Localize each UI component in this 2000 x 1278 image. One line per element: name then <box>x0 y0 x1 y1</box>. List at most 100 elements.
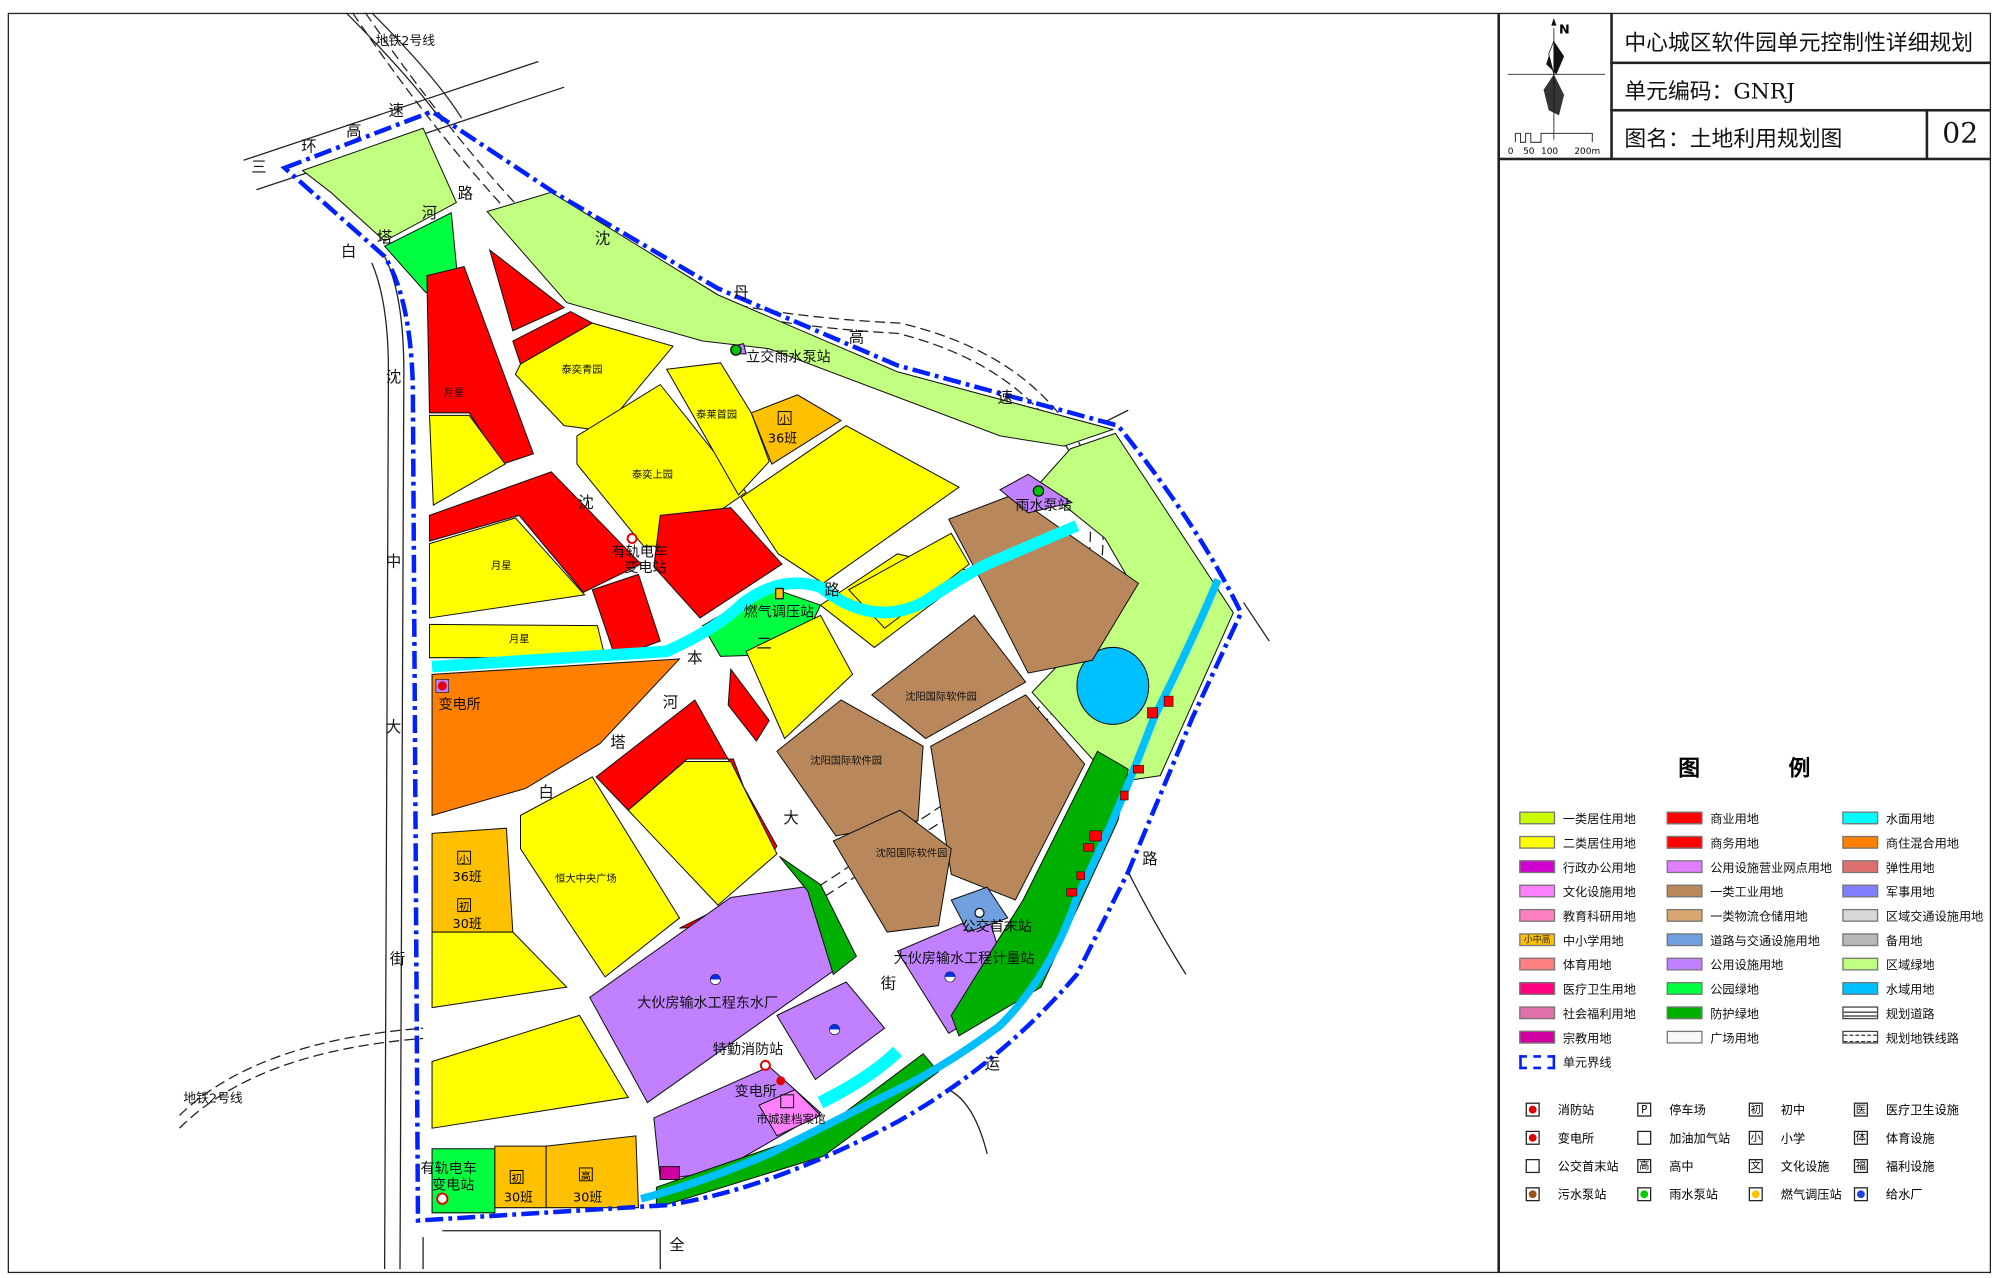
legend-item: 体育用地 <box>1519 955 1612 974</box>
sewage-pump-icon <box>1525 1186 1540 1201</box>
legend-swatch <box>1842 982 1879 995</box>
unit-boundary <box>280 109 1244 1223</box>
facility-label: 变电站 <box>432 1178 474 1194</box>
legend-swatch <box>1842 884 1879 898</box>
facility-label: 有轨电车 <box>421 1160 477 1177</box>
scale-label: 0 <box>1508 147 1514 154</box>
symbol-legend-label: 燃气调压站 <box>1780 1188 1842 1203</box>
high-school-icon: 高 <box>1637 1158 1652 1173</box>
culture-icon <box>780 1094 795 1109</box>
road-label: 沈 <box>595 230 610 248</box>
lake <box>1076 646 1150 725</box>
legend-item: 规划地铁线路 <box>1842 1028 1959 1046</box>
road-label: 塔 <box>377 228 392 246</box>
symbol-legend-item: P 停车场 <box>1637 1100 1706 1118</box>
legend-item: 一类工业用地 <box>1666 882 1784 900</box>
legend-item: 备用地 <box>1842 931 1922 949</box>
legend-label: 医疗卫生用地 <box>1562 983 1636 998</box>
land-use-map: 三 环 高 速 沈 丹 高 速 白 塔 河 路 沈 中 大 街 沈 本 大 街 … <box>179 12 1270 1270</box>
road-label: 三 <box>251 158 266 176</box>
legend-swatch <box>1519 1030 1556 1044</box>
residential <box>665 362 770 496</box>
scale-bar-icon <box>1514 132 1593 143</box>
symbol-legend-item: 变电所 <box>1525 1128 1595 1147</box>
school-classes: 36班 <box>768 431 797 446</box>
symbol-legend-item: 加油加气站 <box>1637 1128 1730 1146</box>
legend-swatch <box>1519 835 1556 849</box>
legend-item: 区域交通设施用地 <box>1842 906 1983 924</box>
school-labels: 小 36班 小 36班 初 30班 初 30班 高 30班 <box>453 411 797 1205</box>
symbol-legend-label: 污水泵站 <box>1557 1188 1607 1203</box>
road-label: 沈 <box>386 368 401 386</box>
symbol-legend-item: 体 体育设施 <box>1853 1128 1935 1146</box>
road-labels: 三 环 高 速 沈 丹 高 速 白 塔 河 路 沈 中 大 街 沈 本 大 街 … <box>183 34 1157 1254</box>
legend-label: 备用地 <box>1885 934 1923 949</box>
rain-pump-icon <box>730 344 742 356</box>
metro-label: 地铁2号线 <box>376 34 436 49</box>
road-label: 路 <box>458 185 473 203</box>
title-col-line <box>1610 12 1613 159</box>
legend-label: 公用设施营业网点用地 <box>1710 861 1833 876</box>
residential <box>745 614 854 740</box>
legend-swatch <box>1666 957 1703 971</box>
legend-swatch <box>1519 1054 1556 1069</box>
welfare-icon: 福 <box>1853 1158 1868 1173</box>
legend-item: 行政办公用地 <box>1519 858 1636 876</box>
facility-label: 燃气调压站 <box>744 604 814 621</box>
facility-label: 公交首末站 <box>962 918 1032 935</box>
facility-label: 大伙房输水工程东水厂 <box>637 996 778 1012</box>
legend-label: 规划道路 <box>1885 1007 1935 1022</box>
legend-swatch <box>1842 957 1879 971</box>
commercial <box>591 573 661 659</box>
parking-icon: P <box>1637 1101 1652 1117</box>
project-title: 中心城区软件园单元控制性详细规划 <box>1624 30 1974 57</box>
legend-label: 一类工业用地 <box>1710 885 1784 900</box>
legend-item: 区域绿地 <box>1842 955 1935 973</box>
symbol-legend-item: 污水泵站 <box>1525 1185 1607 1203</box>
school-classes: 36班 <box>453 870 482 885</box>
facility-icons <box>435 344 1045 1205</box>
legend-swatch <box>1842 835 1879 849</box>
legend-item: 广场用地 <box>1666 1028 1759 1046</box>
symbol-legend-label: 变电所 <box>1557 1132 1595 1147</box>
symbol-legend-label: 医疗卫生设施 <box>1885 1103 1959 1118</box>
road-label: 中 <box>386 553 401 571</box>
legend-label: 商业用地 <box>1710 812 1759 827</box>
industrial <box>870 614 1027 740</box>
primary-school-icon <box>457 850 472 865</box>
sports-icon: 体 <box>1853 1130 1868 1145</box>
road-label: 丹 <box>733 283 748 301</box>
water-plant-icon <box>1853 1186 1868 1201</box>
legend-swatch <box>1842 933 1879 947</box>
symbol-legend-label: 雨水泵站 <box>1669 1188 1718 1203</box>
symbol-legend-label: 小学 <box>1780 1132 1806 1147</box>
residential <box>431 1014 630 1129</box>
water-plant-icon <box>829 1024 841 1035</box>
legend-label: 弹性用地 <box>1885 861 1935 876</box>
water-plant-icon <box>944 971 956 983</box>
junior-school-icon <box>457 898 472 913</box>
facility-label: 变电所 <box>438 697 480 713</box>
school-type: 小 <box>459 854 469 866</box>
road-label: 二 <box>756 635 771 653</box>
road-label: 大 <box>386 718 401 736</box>
facility-label: 大伙房输水工程计量站 <box>894 951 1035 967</box>
legend-label: 体育用地 <box>1562 958 1612 974</box>
school-type: 小 <box>779 414 789 426</box>
symbol-legend-item: 福 福利设施 <box>1853 1156 1935 1174</box>
legend-item: 文化设施用地 <box>1519 882 1636 900</box>
symbol-legend-item: 医 医疗卫生设施 <box>1853 1100 1959 1118</box>
mixed-use <box>431 658 681 817</box>
commercial <box>653 507 783 619</box>
residential <box>431 931 568 1009</box>
legend-item: 一类物流仓储用地 <box>1666 906 1808 924</box>
legend-swatch <box>1519 811 1556 825</box>
primary-school-icon: 小 <box>1748 1130 1763 1145</box>
legend-item: 宗教用地 <box>1519 1028 1612 1046</box>
parcel-label: 沈阳国际软件园 <box>810 754 882 767</box>
road-label: 本 <box>687 649 702 667</box>
school-type: 高 <box>581 1169 591 1182</box>
medical-icon: 医 <box>1853 1101 1868 1117</box>
legend-swatch <box>1666 835 1703 849</box>
junior-school-icon <box>509 1169 524 1184</box>
